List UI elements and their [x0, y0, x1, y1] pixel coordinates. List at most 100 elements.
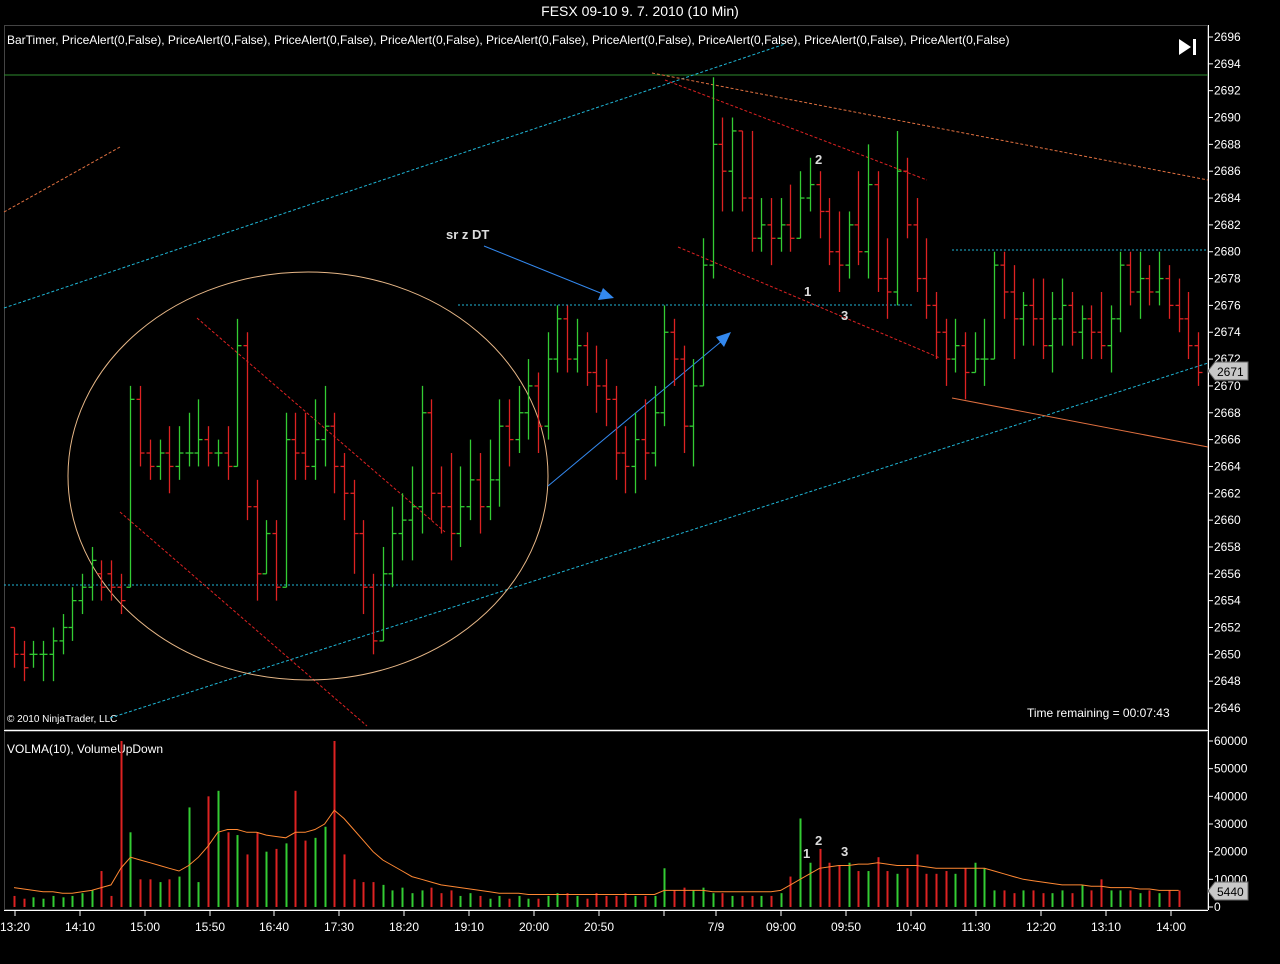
price-tick-label: 2658 — [1214, 540, 1241, 554]
trendline-red-4 — [677, 246, 941, 359]
price-tick-label: 2696 — [1214, 30, 1241, 44]
price-bar — [495, 399, 504, 507]
price-bar — [466, 439, 475, 521]
time-tick-label: 09:00 — [766, 920, 796, 934]
last-volume-label: 5440 — [1217, 885, 1244, 899]
price-tick-label: 2652 — [1214, 620, 1241, 634]
price-bar — [1068, 291, 1077, 346]
price-bar — [350, 479, 359, 574]
time-tick-label: 10:40 — [896, 920, 926, 934]
price-bar — [1194, 332, 1203, 386]
price-bar — [660, 305, 669, 427]
price-bar — [1078, 305, 1087, 360]
last-volume-marker: 5440 — [1207, 881, 1249, 901]
price-bar — [845, 211, 854, 279]
volume-tick-label: 0 — [1214, 900, 1221, 914]
price-bar — [1029, 278, 1038, 346]
price-bar — [563, 305, 572, 373]
price-bar — [864, 144, 873, 279]
price-bar — [932, 291, 941, 360]
price-bar — [553, 305, 562, 373]
price-bar — [757, 198, 766, 252]
price-bar — [165, 426, 174, 494]
price-bar — [97, 560, 106, 601]
price-bar — [1048, 291, 1057, 373]
price-bar — [951, 318, 960, 373]
price-tick-label: 2684 — [1214, 191, 1241, 205]
trendline-red-2 — [119, 511, 368, 727]
trendline-red-3 — [664, 79, 928, 181]
price-bar — [893, 130, 902, 306]
price-bar — [825, 198, 834, 266]
volume-tick-label: 60000 — [1214, 734, 1248, 748]
price-tick-label: 2686 — [1214, 164, 1241, 178]
price-tick-label: 2678 — [1214, 272, 1241, 286]
price-tick-label: 2670 — [1214, 379, 1241, 393]
price-bar — [806, 157, 815, 212]
volume-tick-label: 50000 — [1214, 762, 1248, 776]
price-bars — [10, 77, 1203, 682]
price-bar — [592, 345, 601, 413]
price-bar — [456, 466, 465, 547]
price-tick-label: 2690 — [1214, 111, 1241, 125]
price-bar — [408, 466, 417, 561]
time-tick-label: 14:00 — [1156, 920, 1186, 934]
price-bar — [1136, 251, 1145, 319]
price-tick-label: 2656 — [1214, 567, 1241, 581]
time-tick-label: 18:20 — [389, 920, 419, 934]
price-bar — [146, 439, 155, 480]
copyright-text: © 2010 NinjaTrader, LLC — [7, 714, 118, 725]
price-tick-label: 2664 — [1214, 459, 1241, 473]
wave-label-2: 2 — [815, 152, 822, 167]
price-tick-label: 2660 — [1214, 513, 1241, 527]
price-bar — [786, 184, 795, 252]
time-tick-label: 13:10 — [1091, 920, 1121, 934]
price-bar — [835, 211, 844, 292]
price-bar — [903, 157, 912, 239]
price-bar — [185, 412, 194, 467]
skip-to-end-icon[interactable] — [1176, 36, 1200, 58]
price-bar — [854, 171, 863, 266]
price-bar — [233, 318, 242, 468]
price-bar — [621, 426, 630, 494]
window-title: FESX 09-10 9. 7. 2010 (10 Min) — [541, 3, 739, 19]
trendline-upper-cyan — [3, 43, 786, 309]
price-bar — [398, 493, 407, 561]
price-tick-label: 2694 — [1214, 57, 1241, 71]
price-tick-label: 2674 — [1214, 325, 1241, 339]
trendline-orange-left — [3, 146, 121, 213]
price-bar — [515, 385, 524, 454]
price-bar — [330, 412, 339, 494]
price-bar — [224, 426, 233, 480]
price-bar — [369, 573, 378, 655]
price-bar — [282, 412, 291, 588]
price-bar — [29, 640, 38, 668]
price-bar — [1039, 278, 1048, 360]
trendline-lower-cyan — [109, 362, 1209, 719]
time-tick-label: 20:00 — [519, 920, 549, 934]
price-bar — [728, 117, 737, 212]
time-tick-label: 17:30 — [324, 920, 354, 934]
price-bar — [524, 359, 533, 440]
volume-wave-label-2: 2 — [815, 833, 822, 848]
price-bar — [990, 251, 999, 360]
price-bar — [534, 372, 543, 454]
price-tick-label: 2668 — [1214, 406, 1241, 420]
price-bar — [126, 385, 135, 588]
volume-tick-label: 20000 — [1214, 845, 1248, 859]
price-bar — [1019, 291, 1028, 346]
volume-indicators-label: VOLMA(10), VolumeUpDown — [7, 742, 164, 756]
price-bar — [117, 573, 126, 615]
time-remaining: Time remaining = 00:07:43 — [1027, 706, 1170, 720]
price-bar — [68, 587, 77, 641]
price-bar — [651, 385, 660, 467]
price-bar — [291, 412, 300, 480]
trendline-red-1 — [196, 317, 446, 533]
volume-tick-label: 40000 — [1214, 789, 1248, 803]
arrow-line-1 — [483, 245, 604, 295]
price-bar — [631, 412, 640, 494]
price-bar — [699, 238, 708, 387]
price-bar — [738, 130, 747, 212]
price-bar — [709, 77, 718, 279]
